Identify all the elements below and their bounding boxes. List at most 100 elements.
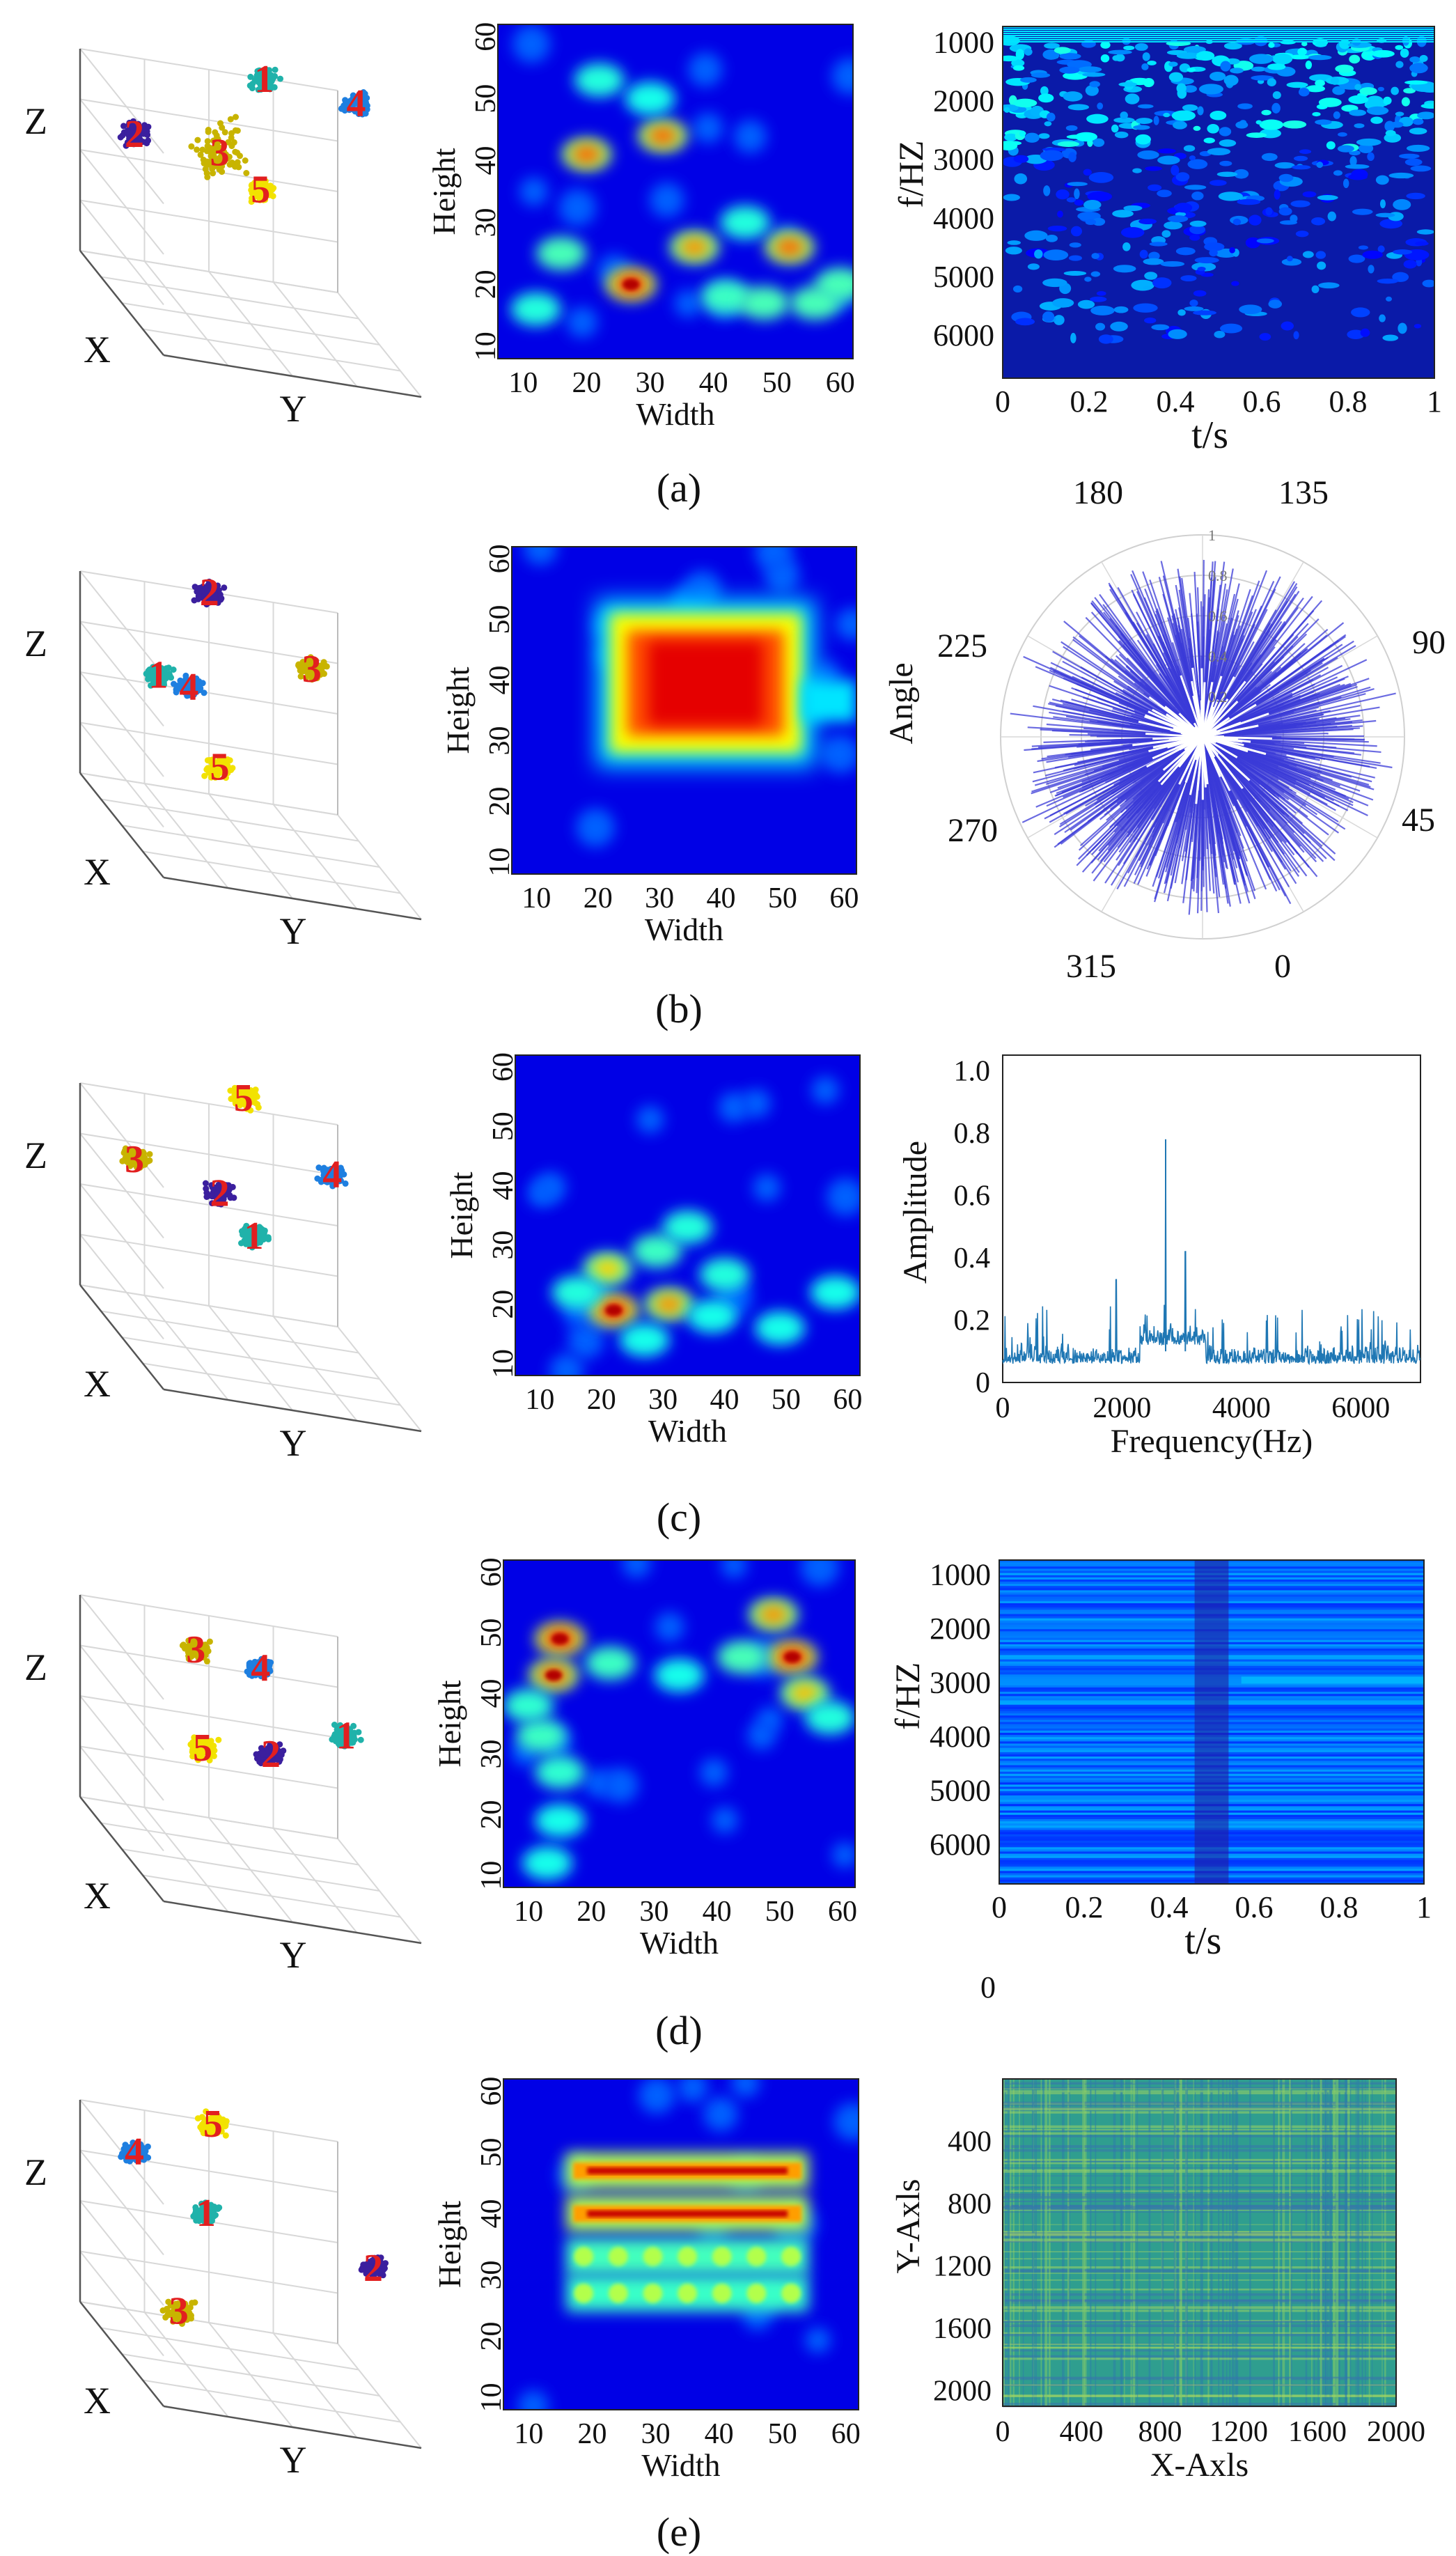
scatter-point: [199, 680, 206, 687]
grid-line: [272, 281, 358, 387]
scatter-point: [258, 82, 265, 89]
spectrogram-cell: [1100, 54, 1110, 63]
spectrogram-cell: [1231, 281, 1239, 286]
scatter-point: [272, 66, 279, 73]
spectrogram-cell: [1267, 78, 1276, 86]
scatter-point: [192, 685, 198, 692]
scatter-point: [185, 1637, 192, 1644]
spectrogram-cell: [1118, 81, 1138, 87]
scatter-point: [194, 137, 201, 143]
scatter-point: [251, 1226, 258, 1233]
heatmap-blob: [721, 1560, 747, 1579]
scatter-point: [226, 1187, 233, 1194]
spectrogram-ytick: 4000: [933, 201, 994, 235]
spectrogram-cell: [1082, 72, 1106, 77]
spectrogram-cell: [1175, 247, 1196, 256]
grid-line: [337, 1326, 422, 1432]
spectrogram-cell: [1354, 123, 1365, 128]
scatter-point: [211, 592, 218, 599]
spectrogram-cell: [1143, 77, 1154, 88]
spectrogram-xtick: 0.6: [1235, 1890, 1274, 1924]
matrix-stripe: [1148, 2079, 1151, 2406]
scatter-point: [139, 139, 146, 145]
matrix-stripe: [1003, 2107, 1396, 2111]
spectrogram-cell: [1203, 137, 1215, 143]
heatmap-blob: [836, 608, 856, 641]
heatmap-ylabel: Height: [426, 148, 462, 235]
scatter-point: [336, 1178, 343, 1185]
scatter-point: [342, 1180, 349, 1187]
scatter-point: [318, 669, 324, 676]
scatter-point: [222, 2123, 229, 2130]
scatter-point: [234, 127, 241, 134]
spectrogram-cell: [1312, 111, 1321, 117]
heatmap-band: [574, 2247, 594, 2267]
polar-side-label: Angle: [883, 662, 920, 744]
heatmap-blob: [678, 2079, 708, 2103]
heatmap-blob: [523, 547, 558, 566]
grid-line: [337, 2343, 422, 2449]
spectrogram-cell: [1315, 42, 1327, 47]
spectrum-ytick: 0.4: [954, 1242, 991, 1275]
spectrogram-cell: [1239, 304, 1262, 315]
heatmap-hotspot: [654, 1658, 705, 1692]
spectrogram-cell: [1391, 86, 1399, 95]
axis-label-x: X: [84, 329, 111, 371]
spectrum-xlabel: Frequency(Hz): [1111, 1423, 1313, 1460]
grid-line: [79, 1695, 164, 1801]
scatter-point: [258, 1745, 265, 1752]
scatter-point: [264, 1671, 271, 1678]
heatmap-canvas: [515, 1055, 860, 1376]
cluster-label: 3: [302, 648, 322, 691]
heatmap-hotspot: [551, 1275, 602, 1309]
spectrogram-cell: [1096, 291, 1106, 296]
scatter-point: [262, 77, 269, 84]
spectrogram-cell: [1157, 155, 1180, 165]
heatmap-xtick: 60: [829, 882, 859, 914]
heatmap-xtick: 50: [768, 882, 797, 914]
spectrogram-cell: [1377, 86, 1385, 92]
spectrogram-cell: [1216, 171, 1238, 177]
spectrogram-cell: [1070, 226, 1082, 237]
matrix-stripe: [1173, 2079, 1176, 2406]
spectrogram-cell: [1351, 307, 1370, 318]
spectrogram-cell: [1047, 225, 1067, 232]
spectrogram-cell: [1167, 215, 1189, 223]
scatter-point: [323, 1169, 330, 1176]
spectrogram-canvas: [1003, 26, 1434, 378]
heatmap-canvas: [512, 547, 856, 874]
scatter-point: [128, 134, 135, 141]
spectrogram-cell: [1043, 249, 1069, 260]
matrix-stripe: [1003, 2376, 1396, 2379]
heatmap-hotspot: [522, 1846, 573, 1880]
scatter-point: [362, 110, 369, 117]
spectrogram-cell: [1223, 75, 1239, 86]
spectrogram-cell: [1290, 200, 1310, 208]
heatmap-blob: [805, 2327, 831, 2353]
spectrogram-cell: [1007, 240, 1021, 245]
scatter-point: [276, 1741, 283, 1748]
spectrum-ytick: 0.2: [954, 1304, 991, 1337]
spectrogram-cell: [1299, 149, 1312, 155]
spectrogram-cell: [1024, 132, 1040, 143]
heatmap-hotspot: [535, 1804, 586, 1838]
spectrogram-xtick: 0.6: [1243, 384, 1281, 419]
axis-line: [79, 1284, 164, 1390]
spectrogram-cell: [1401, 97, 1410, 107]
spectrogram-cell: [1189, 155, 1196, 161]
grid-line: [79, 1796, 338, 1839]
scatter-point: [221, 155, 227, 162]
axis-label-z: Z: [24, 1646, 47, 1688]
cluster-label: 2: [363, 2247, 383, 2290]
heatmap-blob: [602, 1767, 639, 1803]
spectrogram-cell: [1110, 321, 1128, 332]
heatmap-xtick: 30: [636, 367, 665, 399]
spectrogram-cell: [1417, 111, 1434, 120]
scatter-point: [352, 108, 359, 115]
matrix-stripe: [1320, 2079, 1321, 2406]
scatter-point: [255, 187, 262, 194]
spectrogram-cell: [1003, 107, 1010, 113]
spectrogram-cell: [1193, 290, 1207, 297]
spectrogram-cell: [1012, 285, 1023, 293]
